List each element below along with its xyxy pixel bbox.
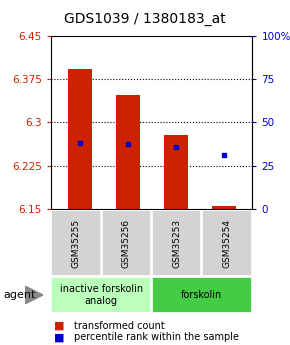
Bar	[68, 69, 92, 209]
Bar	[51, 210, 101, 276]
Text: ■: ■	[54, 333, 64, 342]
Text: GSM35254: GSM35254	[223, 219, 232, 268]
Text: inactive forskolin
analog: inactive forskolin analog	[59, 284, 143, 306]
Bar	[211, 206, 235, 209]
Text: GDS1039 / 1380183_at: GDS1039 / 1380183_at	[64, 12, 226, 26]
Bar	[152, 210, 202, 276]
Bar	[152, 277, 252, 313]
Bar	[164, 135, 188, 209]
Text: transformed count: transformed count	[74, 321, 165, 331]
Bar	[115, 96, 139, 209]
Bar	[102, 210, 151, 276]
Text: GSM35255: GSM35255	[71, 219, 80, 268]
Text: GSM35253: GSM35253	[172, 219, 181, 268]
Text: GSM35256: GSM35256	[122, 219, 131, 268]
Bar	[202, 210, 252, 276]
Text: percentile rank within the sample: percentile rank within the sample	[74, 333, 239, 342]
Bar	[51, 277, 151, 313]
Text: agent: agent	[3, 290, 35, 300]
Polygon shape	[26, 286, 43, 304]
Text: forskolin: forskolin	[181, 290, 222, 300]
Text: ■: ■	[54, 321, 64, 331]
